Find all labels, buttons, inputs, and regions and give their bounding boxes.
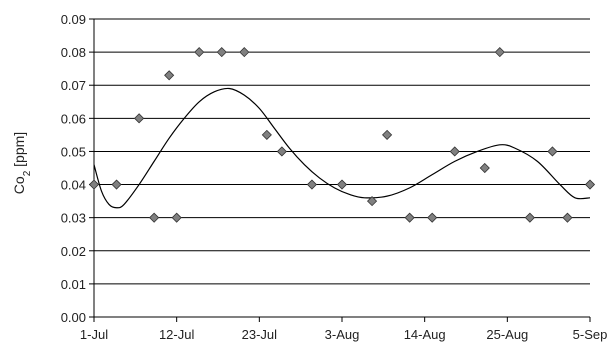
y-axis-title: Co2 [ppm] [11, 132, 33, 194]
data-point-marker [547, 146, 558, 157]
y-tick-label: 0.01 [61, 277, 86, 292]
data-point-marker [494, 47, 505, 58]
data-markers [88, 47, 596, 223]
y-tick-label: 0.07 [61, 78, 86, 93]
y-tick-label: 0.08 [61, 45, 86, 60]
trend-line [93, 87, 591, 209]
data-point-marker [261, 129, 272, 140]
data-point-marker [194, 47, 205, 58]
data-point-marker [216, 47, 227, 58]
y-tick-label: 0.02 [61, 244, 86, 259]
y-tick-labels: 0.00 0.01 0.02 0.03 0.04 0.05 0.06 0.07 0.08 0.09 [61, 12, 86, 325]
data-point-marker [366, 196, 378, 207]
data-point-marker [111, 179, 122, 190]
data-point-marker [382, 129, 393, 140]
x-tick-label: 25-Aug [486, 327, 528, 342]
x-tick-label: 14-Aug [404, 327, 446, 342]
data-point-marker [149, 212, 160, 223]
trend-line-layer [93, 87, 591, 209]
y-tick-label: 0.04 [61, 178, 86, 193]
data-point-marker [164, 70, 175, 81]
data-point-marker [449, 146, 460, 157]
axes [89, 18, 591, 322]
data-point-marker [306, 179, 318, 190]
data-point-marker [404, 212, 415, 223]
y-axis-title-subscript: 2 [22, 170, 33, 176]
x-tick-label: 1-Jul [80, 327, 108, 342]
x-tick-labels: 1-Jul 12-Jul 23-Jul 3-Aug 14-Aug 25-Aug 5-Sep [80, 327, 607, 342]
x-tick-label: 5-Sep [573, 327, 608, 342]
x-tick-label: 23-Jul [242, 327, 278, 342]
gridlines [94, 18, 590, 318]
y-tick-label: 0.03 [61, 211, 86, 226]
data-point-marker [479, 162, 490, 174]
data-point-marker [171, 212, 182, 223]
data-point-marker [562, 212, 573, 223]
data-point-marker [276, 146, 287, 157]
y-tick-label: 0.00 [61, 310, 86, 325]
data-point-marker [88, 179, 100, 190]
y-tick-label: 0.06 [61, 111, 86, 126]
x-tick-label: 3-Aug [325, 327, 360, 342]
data-point-marker [336, 179, 348, 190]
y-axis-title-unit: [ppm] [11, 132, 27, 171]
data-point-marker [427, 212, 438, 223]
data-point-marker [134, 113, 145, 124]
y-tick-label: 0.09 [61, 12, 86, 27]
data-point-marker [584, 179, 596, 190]
data-point-marker [524, 212, 535, 223]
data-point-marker [239, 47, 250, 58]
y-tick-label: 0.05 [61, 144, 86, 159]
x-tick-label: 12-Jul [159, 327, 195, 342]
y-axis-title-main: Co [11, 176, 27, 194]
